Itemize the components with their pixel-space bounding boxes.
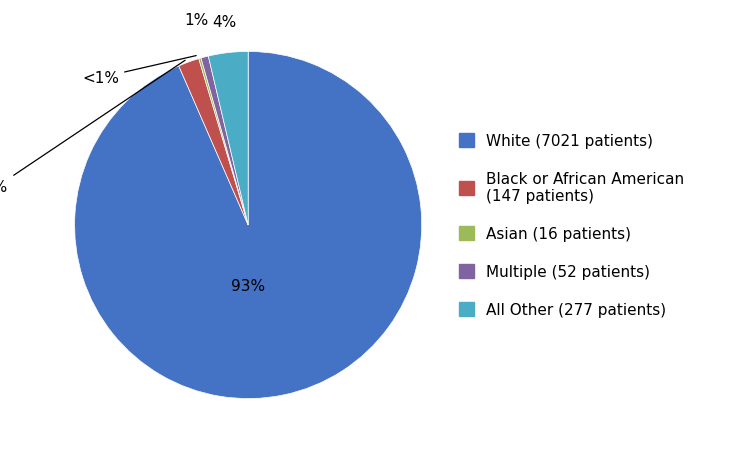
Legend: White (7021 patients), Black or African American
(147 patients), Asian (16 patie: White (7021 patients), Black or African … [459,133,684,318]
Wedge shape [208,52,248,226]
Wedge shape [179,60,248,226]
Wedge shape [199,59,248,226]
Text: <1%: <1% [82,56,196,86]
Wedge shape [201,57,248,226]
Text: 2%: 2% [0,61,185,195]
Text: 93%: 93% [231,279,265,294]
Text: 4%: 4% [212,15,237,30]
Wedge shape [74,52,422,399]
Text: 1%: 1% [185,13,209,28]
